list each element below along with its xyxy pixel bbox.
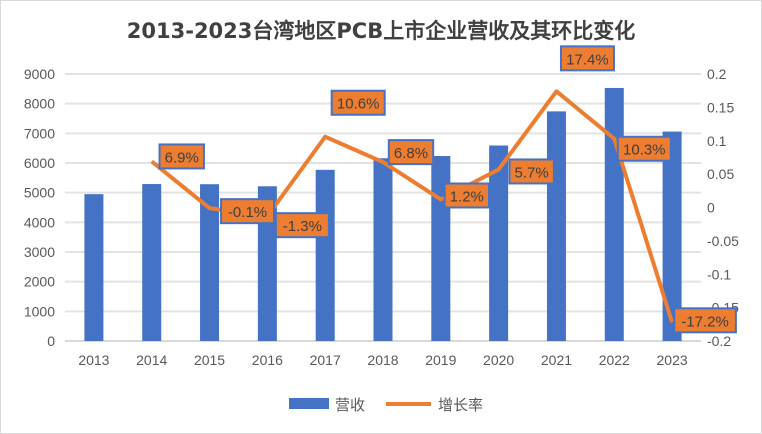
x-tick-label: 2022 bbox=[599, 352, 630, 368]
bar-2023 bbox=[662, 131, 682, 341]
chart-title: 2013-2023台湾地区PCB上市企业营收及其环比变化 bbox=[126, 19, 636, 43]
bar-2022 bbox=[604, 87, 624, 342]
data-label: -0.1% bbox=[228, 204, 267, 221]
bar-2016 bbox=[257, 186, 277, 341]
data-label-box bbox=[673, 307, 737, 334]
x-tick-label: 2015 bbox=[194, 352, 225, 368]
data-label: 17.4% bbox=[566, 51, 609, 68]
x-tick-label: 2023 bbox=[657, 352, 688, 368]
x-tick-label: 2020 bbox=[483, 352, 514, 368]
data-label: 6.9% bbox=[165, 149, 199, 166]
x-tick-label: 2019 bbox=[425, 352, 456, 368]
data-label: 10.3% bbox=[623, 142, 666, 159]
x-tick-label: 2017 bbox=[310, 352, 341, 368]
data-label: -1.3% bbox=[283, 218, 322, 235]
legend-swatch-bar bbox=[289, 398, 329, 409]
data-label-box bbox=[443, 182, 491, 209]
y-tick-label: 5000 bbox=[24, 185, 55, 201]
y-tick-label: 0 bbox=[47, 333, 55, 349]
legend-label-line: 增长率 bbox=[438, 397, 483, 414]
bar-2013 bbox=[84, 194, 104, 341]
y2-tick-label: -0.1 bbox=[707, 266, 731, 282]
data-label-box bbox=[330, 89, 386, 116]
x-tick-label: 2016 bbox=[252, 352, 283, 368]
data-label: 1.2% bbox=[450, 188, 484, 205]
y2-tick-label: -0.05 bbox=[707, 233, 739, 249]
y-tick-label: 1000 bbox=[24, 303, 55, 319]
bar-2015 bbox=[200, 184, 220, 341]
data-label-box bbox=[559, 45, 615, 72]
data-label: 5.7% bbox=[515, 164, 549, 181]
y-tick-label: 9000 bbox=[24, 66, 55, 82]
bar-2021 bbox=[546, 111, 566, 341]
y2-tick-label: 0.05 bbox=[707, 166, 734, 182]
data-label-box bbox=[274, 212, 330, 239]
data-label: -17.2% bbox=[681, 313, 729, 330]
y-tick-label: 4000 bbox=[24, 214, 55, 230]
y-tick-label: 6000 bbox=[24, 155, 55, 171]
y-tick-label: 2000 bbox=[24, 274, 55, 290]
x-tick-label: 2014 bbox=[136, 352, 167, 368]
x-tick-label: 2018 bbox=[367, 352, 398, 368]
data-label-box bbox=[616, 135, 672, 162]
y2-tick-label: 0 bbox=[707, 200, 715, 216]
x-tick-label: 2021 bbox=[541, 352, 572, 368]
bar-2014 bbox=[142, 184, 162, 341]
x-tick-label: 2013 bbox=[78, 352, 109, 368]
data-label: 10.6% bbox=[337, 96, 380, 113]
data-label: 6.8% bbox=[394, 145, 428, 162]
y-tick-label: 8000 bbox=[24, 96, 55, 112]
y2-tick-label: 0.15 bbox=[707, 99, 734, 115]
data-label-box bbox=[158, 143, 205, 170]
bar-2020 bbox=[489, 145, 509, 341]
y2-tick-label: 0.2 bbox=[707, 66, 727, 82]
bar-2017 bbox=[315, 169, 335, 341]
y-tick-label: 3000 bbox=[24, 244, 55, 260]
y-tick-label: 7000 bbox=[24, 125, 55, 141]
y2-tick-label: 0.1 bbox=[707, 133, 727, 149]
legend-label-bar: 营收 bbox=[335, 397, 365, 414]
y2-tick-label: -0.2 bbox=[707, 333, 731, 349]
data-label-box bbox=[220, 198, 276, 225]
bar-2018 bbox=[373, 158, 393, 341]
data-label-box bbox=[508, 158, 555, 185]
data-label-box bbox=[387, 139, 435, 166]
